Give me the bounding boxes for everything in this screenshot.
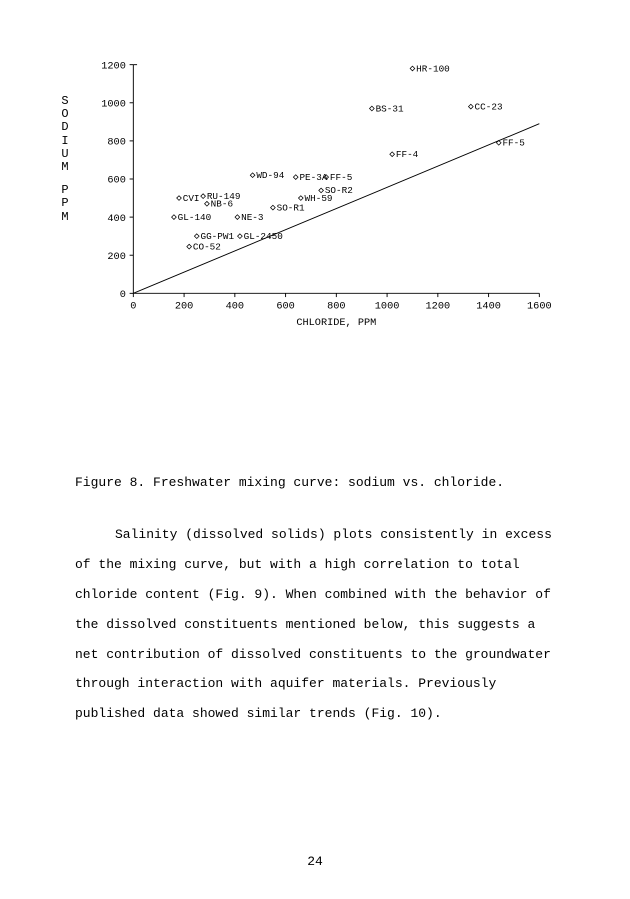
svg-text:800: 800: [327, 300, 345, 312]
svg-text:SO-R1: SO-R1: [277, 202, 305, 213]
scatter-chart: 0 200 400 600 800 1000 1200 1400 1600 0 200 400 600 8…: [75, 60, 565, 340]
svg-text:0: 0: [130, 300, 136, 312]
body-paragraph: Salinity (dissolved solids) plots consis…: [75, 520, 555, 729]
svg-text:FF-5: FF-5: [502, 138, 524, 149]
svg-text:FF-5: FF-5: [330, 172, 352, 183]
svg-text:600: 600: [276, 300, 294, 312]
svg-text:WD-94: WD-94: [256, 170, 284, 181]
svg-text:FF-4: FF-4: [396, 149, 419, 160]
svg-text:GL-140: GL-140: [178, 212, 212, 223]
svg-text:600: 600: [107, 175, 125, 187]
svg-text:PE-3A: PE-3A: [299, 172, 327, 183]
y-axis-label: SODIUM PPM: [60, 95, 70, 224]
svg-text:1200: 1200: [426, 300, 451, 312]
svg-text:1600: 1600: [527, 300, 552, 312]
svg-text:400: 400: [107, 213, 125, 225]
svg-text:CHLORIDE, PPM: CHLORIDE, PPM: [296, 317, 376, 329]
svg-text:200: 200: [175, 300, 193, 312]
svg-text:BS-31: BS-31: [376, 103, 404, 114]
svg-text:200: 200: [107, 251, 125, 263]
svg-text:WH-59: WH-59: [305, 193, 333, 204]
svg-text:1000: 1000: [101, 99, 126, 111]
page-number: 24: [0, 854, 630, 869]
svg-text:NB-6: NB-6: [211, 199, 233, 210]
svg-text:1400: 1400: [476, 300, 501, 312]
svg-text:1200: 1200: [101, 60, 126, 72]
svg-text:CVI: CVI: [183, 193, 200, 204]
figure-caption: Figure 8. Freshwater mixing curve: sodiu…: [75, 475, 504, 490]
chart-svg: 0 200 400 600 800 1000 1200 1400 1600 0 200 400 600 8…: [75, 60, 565, 340]
svg-text:GG-PW1: GG-PW1: [201, 231, 235, 242]
svg-text:800: 800: [107, 137, 125, 149]
svg-text:CO-52: CO-52: [193, 241, 221, 252]
svg-text:400: 400: [226, 300, 244, 312]
svg-text:HR-100: HR-100: [416, 63, 450, 74]
svg-text:CC-23: CC-23: [475, 101, 503, 112]
svg-text:GL-2450: GL-2450: [244, 231, 284, 242]
svg-text:NE-3: NE-3: [241, 212, 263, 223]
svg-text:1000: 1000: [375, 300, 400, 312]
svg-text:0: 0: [120, 289, 126, 301]
